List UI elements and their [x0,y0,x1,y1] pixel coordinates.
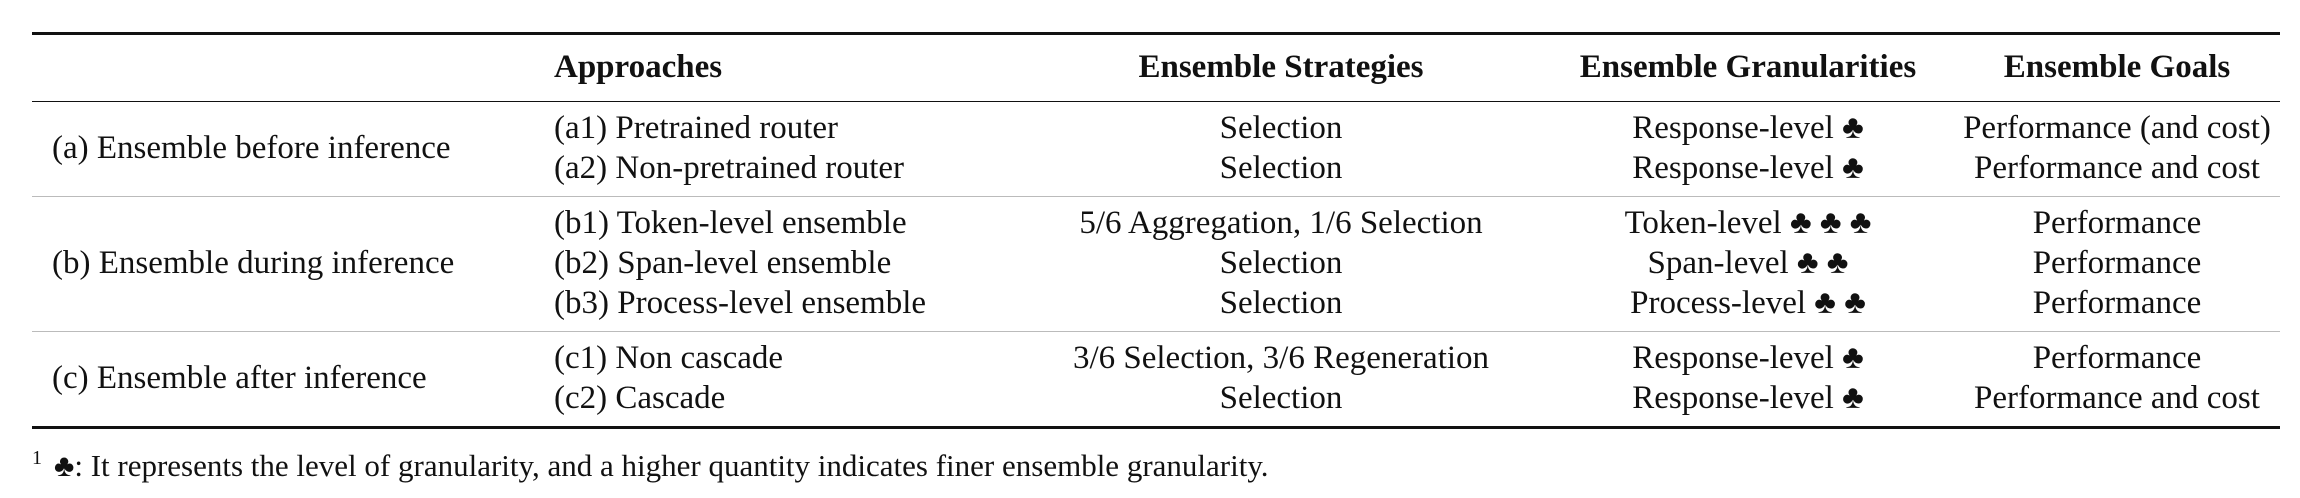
goal-c2: Performance and cost [1974,380,2260,416]
approach-cell: (c1) Non cascade (c2) Cascade [548,332,1020,428]
granularity-a2: Response-level ♣ [1632,150,1864,186]
category-cell: (c) Ensemble after inference [52,360,427,396]
strategy-c1: 3/6 Selection, 3/6 Regeneration [1072,340,1490,376]
approach-b2: (b2) Span-level ensemble [554,245,892,281]
goal-b2: Performance [2032,245,2202,281]
granularity-c1: Response-level ♣ [1632,340,1864,376]
goal-c1: Performance [2032,340,2202,376]
strategy-b1: 5/6 Aggregation, 1/6 Selection [1079,205,1483,241]
strategy-cell: 3/6 Selection, 3/6 Regeneration Selectio… [1020,332,1542,428]
granularity-b2: Span-level ♣ ♣ [1647,245,1849,281]
granularity-cell: Response-level ♣ Response-level ♣ [1542,332,1954,428]
granularity-b1: Token-level ♣ ♣ ♣ [1624,205,1872,241]
approach-b1: (b1) Token-level ensemble [554,205,907,241]
table-footnote: 1 ♣: It represents the level of granulari… [32,440,1269,484]
granularity-cell: Token-level ♣ ♣ ♣ Span-level ♣ ♣ Process… [1542,197,1954,332]
ensemble-taxonomy-table: Approaches Ensemble Strategies Ensemble … [32,32,2280,429]
header-category [32,34,548,102]
strategy-cell: 5/6 Aggregation, 1/6 Selection Selection… [1020,197,1542,332]
header-strategies: Ensemble Strategies [1138,49,1424,85]
header-approaches: Approaches [554,49,723,85]
goal-a2: Performance and cost [1974,150,2260,186]
goal-b3: Performance [2032,285,2202,321]
strategy-a2: Selection [1219,150,1343,186]
approach-a1: (a1) Pretrained router [554,110,839,146]
category-cell: (b) Ensemble during inference [52,245,455,281]
approach-b3: (b3) Process-level ensemble [554,285,927,321]
strategy-b2: Selection [1219,245,1343,281]
header-row: Approaches Ensemble Strategies Ensemble … [32,33,2280,102]
granularity-cell: Response-level ♣ Response-level ♣ [1542,102,1954,197]
approach-cell: (a1) Pretrained router (a2) Non-pretrain… [548,102,1020,197]
strategy-c2: Selection [1219,380,1343,416]
goal-cell: Performance Performance and cost [1954,332,2280,428]
granularity-a1: Response-level ♣ [1632,110,1864,146]
approach-c2: (c2) Cascade [554,380,726,416]
strategy-cell: Selection Selection [1020,102,1542,197]
header-goals: Ensemble Goals [2003,49,2231,85]
goal-a1: Performance (and cost) [1963,110,2271,146]
approach-c1: (c1) Non cascade [554,340,784,376]
approach-a2: (a2) Non-pretrained router [554,150,904,186]
group-after-inference: (c) Ensemble after inference (c1) Non ca… [32,331,2280,428]
approach-cell: (b1) Token-level ensemble (b2) Span-leve… [548,197,1020,332]
footnote-text: ♣: It represents the level of granularit… [54,448,1269,483]
granularity-c2: Response-level ♣ [1632,380,1864,416]
group-during-inference: (b) Ensemble during inference (b1) Token… [32,196,2280,332]
group-before-inference: (a) Ensemble before inference (a1) Pretr… [32,101,2280,197]
category-cell: (a) Ensemble before inference [52,130,451,166]
goal-cell: Performance (and cost) Performance and c… [1954,102,2280,197]
goal-cell: Performance Performance Performance [1954,197,2280,332]
strategy-a1: Selection [1219,110,1343,146]
strategy-b3: Selection [1219,285,1343,321]
footnote-marker: 1 [32,447,42,469]
goal-b1: Performance [2032,205,2202,241]
header-granularities: Ensemble Granularities [1579,49,1917,85]
granularity-b3: Process-level ♣ ♣ [1630,285,1866,321]
